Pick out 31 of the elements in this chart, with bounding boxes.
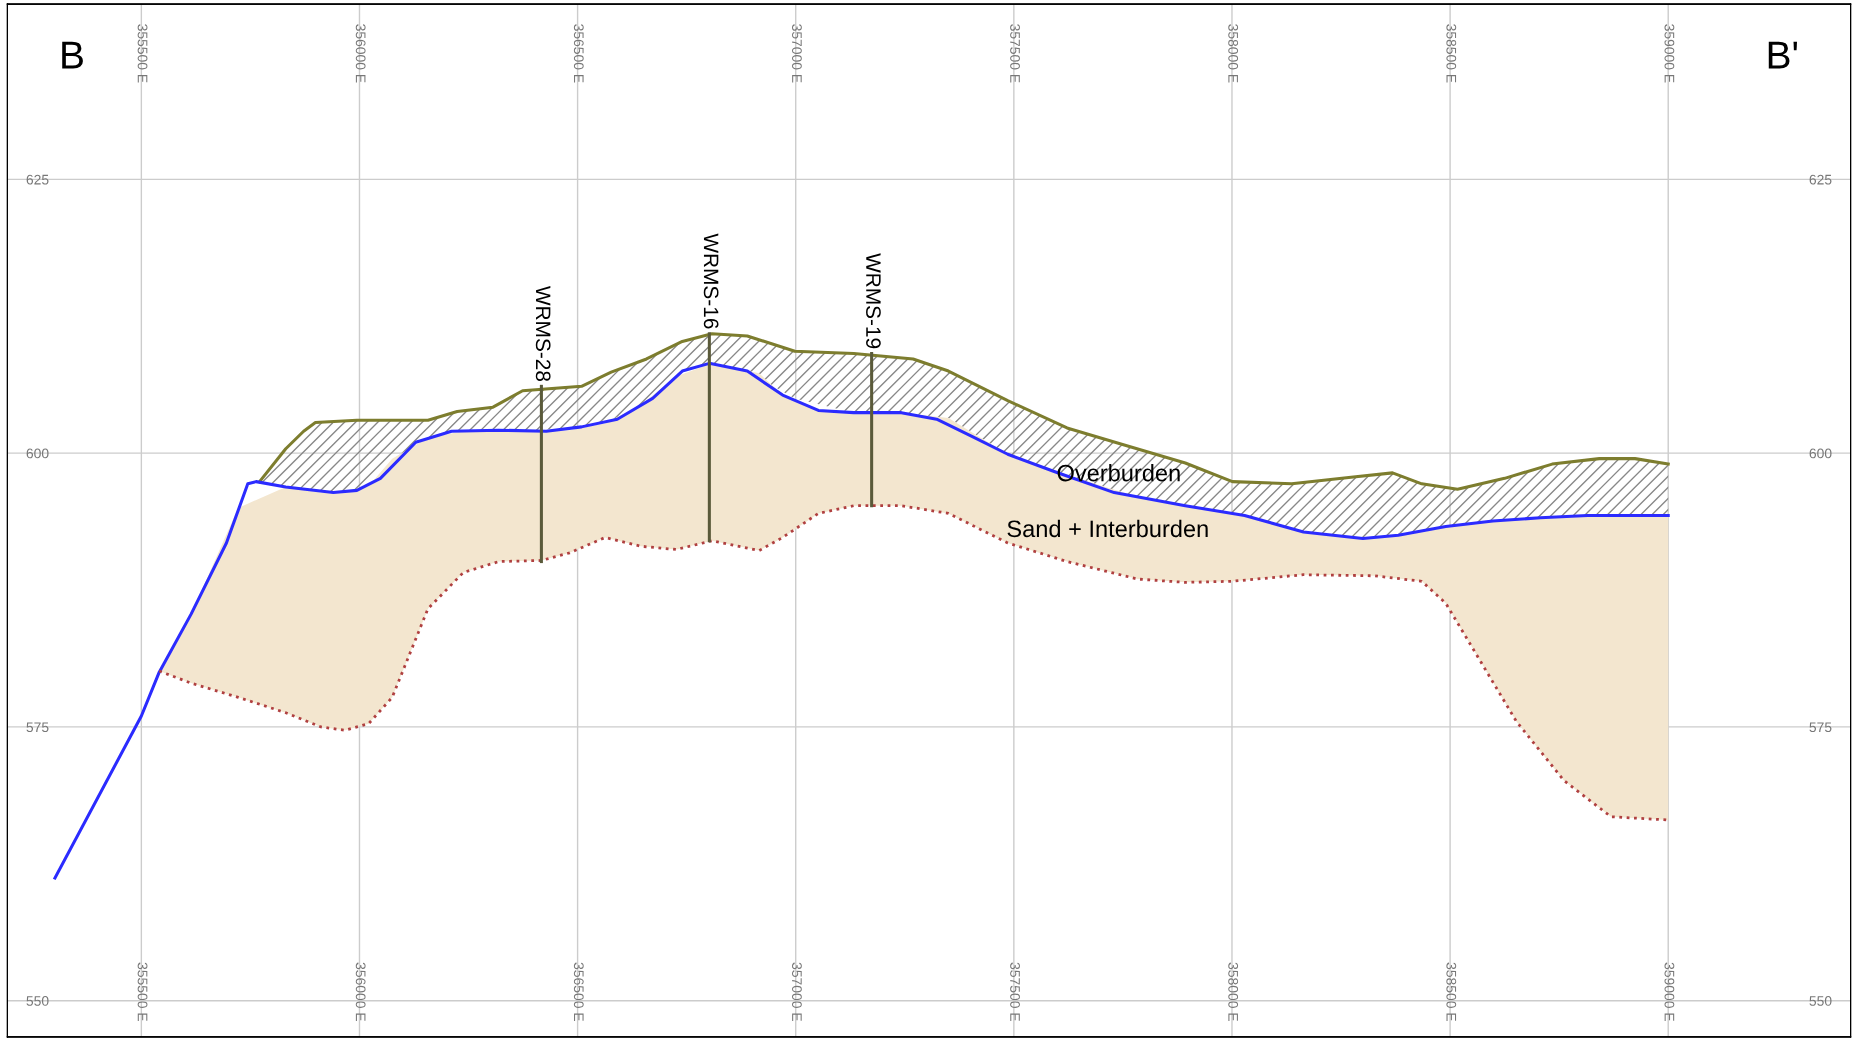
x2-tick-label: 356500 E xyxy=(573,24,584,83)
y2-tick-label: 625 xyxy=(1809,174,1832,185)
x2-tick-label: 356000 E xyxy=(355,24,366,83)
text: WRMS-16 xyxy=(703,233,719,329)
x-tick-label: 357500 E xyxy=(1010,962,1020,1021)
x2-tick-label: 357500 E xyxy=(1010,24,1020,83)
x2-tick-label: 359000 E xyxy=(1664,24,1675,83)
annotation: Sand + Interburden xyxy=(1007,519,1208,538)
text: WRMS-28 xyxy=(535,285,551,382)
y2-tick-label: 575 xyxy=(1809,722,1832,733)
x-tick-label: 356500 E xyxy=(573,962,584,1021)
y-tick-label: 600 xyxy=(26,448,49,459)
x2-tick-label: 358000 E xyxy=(1228,24,1239,83)
annotation: B' xyxy=(1768,41,1797,69)
y-tick-label: 575 xyxy=(26,722,49,733)
x-tick-label: 358000 E xyxy=(1228,962,1239,1021)
y2-tick-label: 600 xyxy=(1809,448,1832,459)
text: WRMS-19 xyxy=(866,253,881,349)
y-tick-label: 625 xyxy=(26,174,49,185)
x-tick-label: 359000 E xyxy=(1664,962,1675,1021)
y-tick-label: 550 xyxy=(26,996,49,1006)
x-tick-label: 358500 E xyxy=(1446,962,1457,1021)
annotation: B xyxy=(62,41,83,69)
x-tick-label: 355500 E xyxy=(137,962,148,1021)
annotation: Overburden xyxy=(1057,464,1180,482)
x2-tick-label: 357000 E xyxy=(792,24,802,83)
x-tick-label: 356000 E xyxy=(355,962,366,1021)
y2-tick-label: 550 xyxy=(1809,996,1832,1006)
x-tick-label: 357000 E xyxy=(792,962,802,1021)
x2-tick-label: 358500 E xyxy=(1446,24,1457,83)
x2-tick-label: 355500 E xyxy=(137,24,148,83)
